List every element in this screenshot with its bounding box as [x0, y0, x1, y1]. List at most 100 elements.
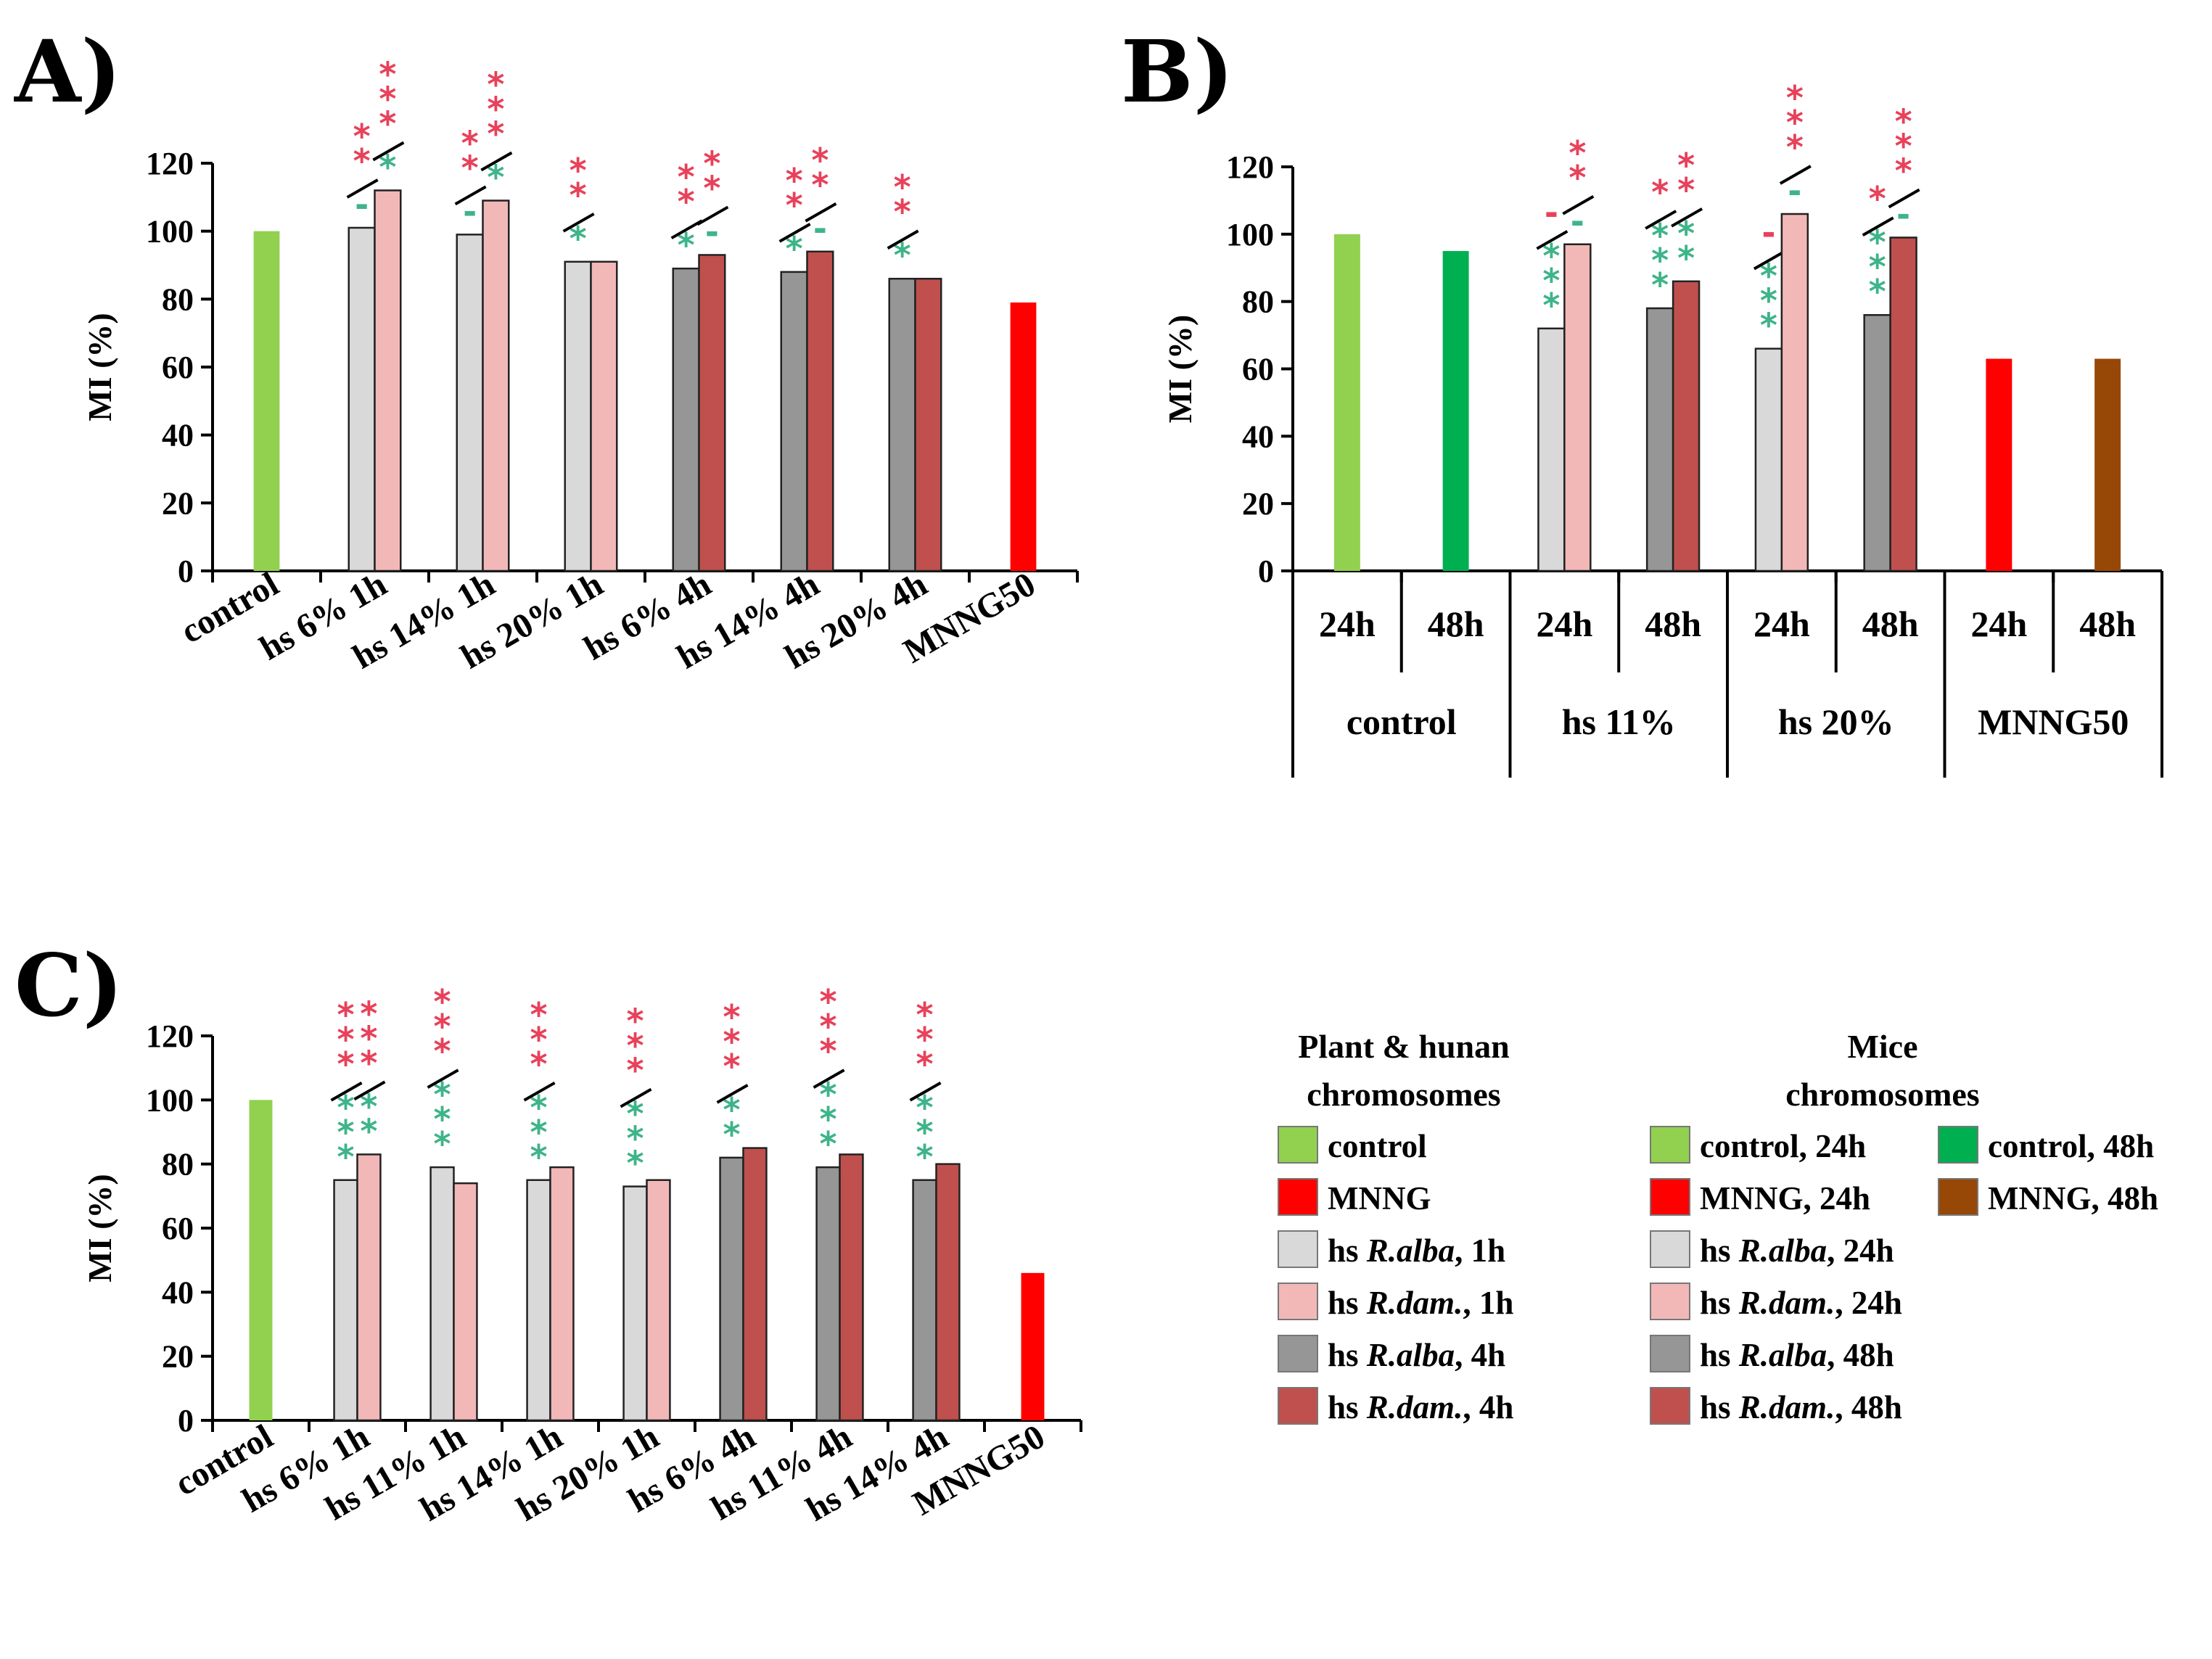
legend-mice-extra-swatch — [1938, 1178, 1978, 1216]
significance-green: * — [360, 1111, 377, 1150]
legend-mice-item-swatch — [1650, 1230, 1690, 1268]
bar — [333, 1179, 358, 1422]
legend-mice-item-swatch — [1650, 1387, 1690, 1425]
significance-red: * — [570, 151, 587, 190]
y-tick-label: 0 — [178, 553, 194, 589]
y-tick-label: 40 — [162, 418, 194, 453]
significance-red: * — [820, 1032, 837, 1071]
y-tick-label: 20 — [162, 485, 194, 521]
y-tick-label: 80 — [162, 1147, 194, 1182]
legend-suffix: , 24h — [1835, 1285, 1902, 1321]
significance-slash — [372, 141, 405, 162]
legend-mice-item-label: hs R.dam., 48h — [1700, 1389, 1902, 1425]
significance-green: - — [813, 209, 827, 248]
group-label: control — [1346, 701, 1457, 742]
significance-red: * — [786, 161, 803, 200]
bar — [1754, 347, 1783, 572]
significance-slash — [1888, 188, 1920, 209]
legend-text: MNNG, 48h — [1988, 1180, 2158, 1217]
significance-red: * — [530, 1020, 548, 1059]
bar — [549, 1166, 575, 1422]
significance-green: * — [1760, 306, 1777, 345]
legend-mice-item-label: hs R.alba, 48h — [1700, 1337, 1894, 1373]
legend-header: chromosomes — [1785, 1076, 1979, 1113]
legend-italic: R.alba — [1366, 1337, 1455, 1373]
significance-slash — [1645, 210, 1677, 230]
significance-green: * — [337, 1137, 355, 1177]
significance-slash — [562, 213, 595, 233]
bar — [356, 1153, 382, 1422]
legend-plant-item-label: hs R.alba, 1h — [1328, 1232, 1505, 1269]
significance-red: * — [1568, 133, 1586, 173]
significance-red: * — [487, 115, 504, 154]
significance-red: * — [1895, 151, 1912, 190]
significance-red: * — [360, 1043, 377, 1082]
y-tick-label: 60 — [162, 350, 194, 385]
group-label: hs 11% — [1562, 701, 1676, 742]
significance-green: * — [916, 1113, 934, 1152]
legend-text: hs — [1700, 1389, 1739, 1425]
significance-slash — [1671, 207, 1703, 228]
y-axis-label: MI (%) — [1161, 315, 1198, 423]
legend-text: hs — [1328, 1389, 1367, 1425]
panel-label: B) — [1121, 21, 1234, 122]
legend-suffix: , 4h — [1455, 1337, 1505, 1373]
y-tick-label: 40 — [1242, 419, 1274, 454]
significance-green: * — [1677, 239, 1695, 278]
legend-suffix: , 48h — [1835, 1389, 1902, 1425]
significance-red: * — [627, 1051, 644, 1090]
significance-slash — [1862, 216, 1894, 236]
significance-green: - — [1788, 171, 1801, 210]
significance-red: * — [379, 79, 396, 118]
significance-red: * — [434, 1032, 451, 1071]
significance-red: * — [1786, 103, 1804, 142]
significance-slash — [454, 185, 487, 206]
significance-red: * — [916, 1045, 934, 1084]
legend-header: Plant & hunan — [1298, 1028, 1509, 1065]
significance-green: * — [820, 1100, 837, 1139]
significance-red: * — [1895, 102, 1912, 141]
legend-text: hs — [1700, 1285, 1739, 1321]
significance-green: * — [1542, 286, 1560, 325]
bar — [1780, 213, 1809, 572]
significance-red: * — [916, 1020, 934, 1059]
significance-green: * — [530, 1137, 548, 1177]
legend-mice-item-label: hs R.dam., 24h — [1700, 1285, 1902, 1321]
significance-red: * — [723, 1047, 741, 1086]
legend-plant-item-swatch — [1278, 1387, 1318, 1425]
bar — [564, 260, 592, 572]
legend-mice-extra-swatch — [1938, 1126, 1978, 1164]
bar — [348, 226, 376, 572]
legend-italic: R.alba — [1366, 1232, 1455, 1269]
subcategory-label: 48h — [2079, 604, 2136, 644]
legend-text: hs — [1700, 1232, 1739, 1269]
significance-red: * — [1895, 126, 1912, 165]
y-tick-label: 0 — [178, 1403, 194, 1438]
bar — [806, 250, 834, 572]
legend-plant-item-label: hs R.alba, 4h — [1328, 1337, 1505, 1373]
y-tick-label: 80 — [1242, 284, 1274, 320]
significance-red: * — [570, 176, 587, 215]
significance-slash — [330, 1082, 363, 1102]
bar — [1889, 236, 1917, 572]
legend-suffix: , 24h — [1827, 1232, 1894, 1269]
significance-red: * — [916, 995, 934, 1034]
significance-slash — [523, 1082, 556, 1102]
legend-suffix: , 4h — [1463, 1389, 1513, 1425]
significance-red: * — [353, 141, 371, 181]
significance-red: * — [1677, 146, 1695, 185]
legend-mice-item-swatch — [1650, 1283, 1690, 1320]
significance-red: * — [678, 157, 695, 197]
subcategory-label: 24h — [1319, 604, 1376, 644]
bar — [914, 277, 942, 572]
y-tick-label: 20 — [1242, 486, 1274, 522]
significance-red: * — [786, 186, 803, 225]
y-tick-label: 20 — [162, 1339, 194, 1375]
bar — [1863, 313, 1891, 572]
bar — [1563, 243, 1592, 572]
significance-red: * — [723, 997, 741, 1037]
y-axis-label: MI (%) — [81, 1174, 118, 1282]
significance-red: * — [360, 1018, 377, 1058]
panel-label: C) — [15, 935, 123, 1036]
